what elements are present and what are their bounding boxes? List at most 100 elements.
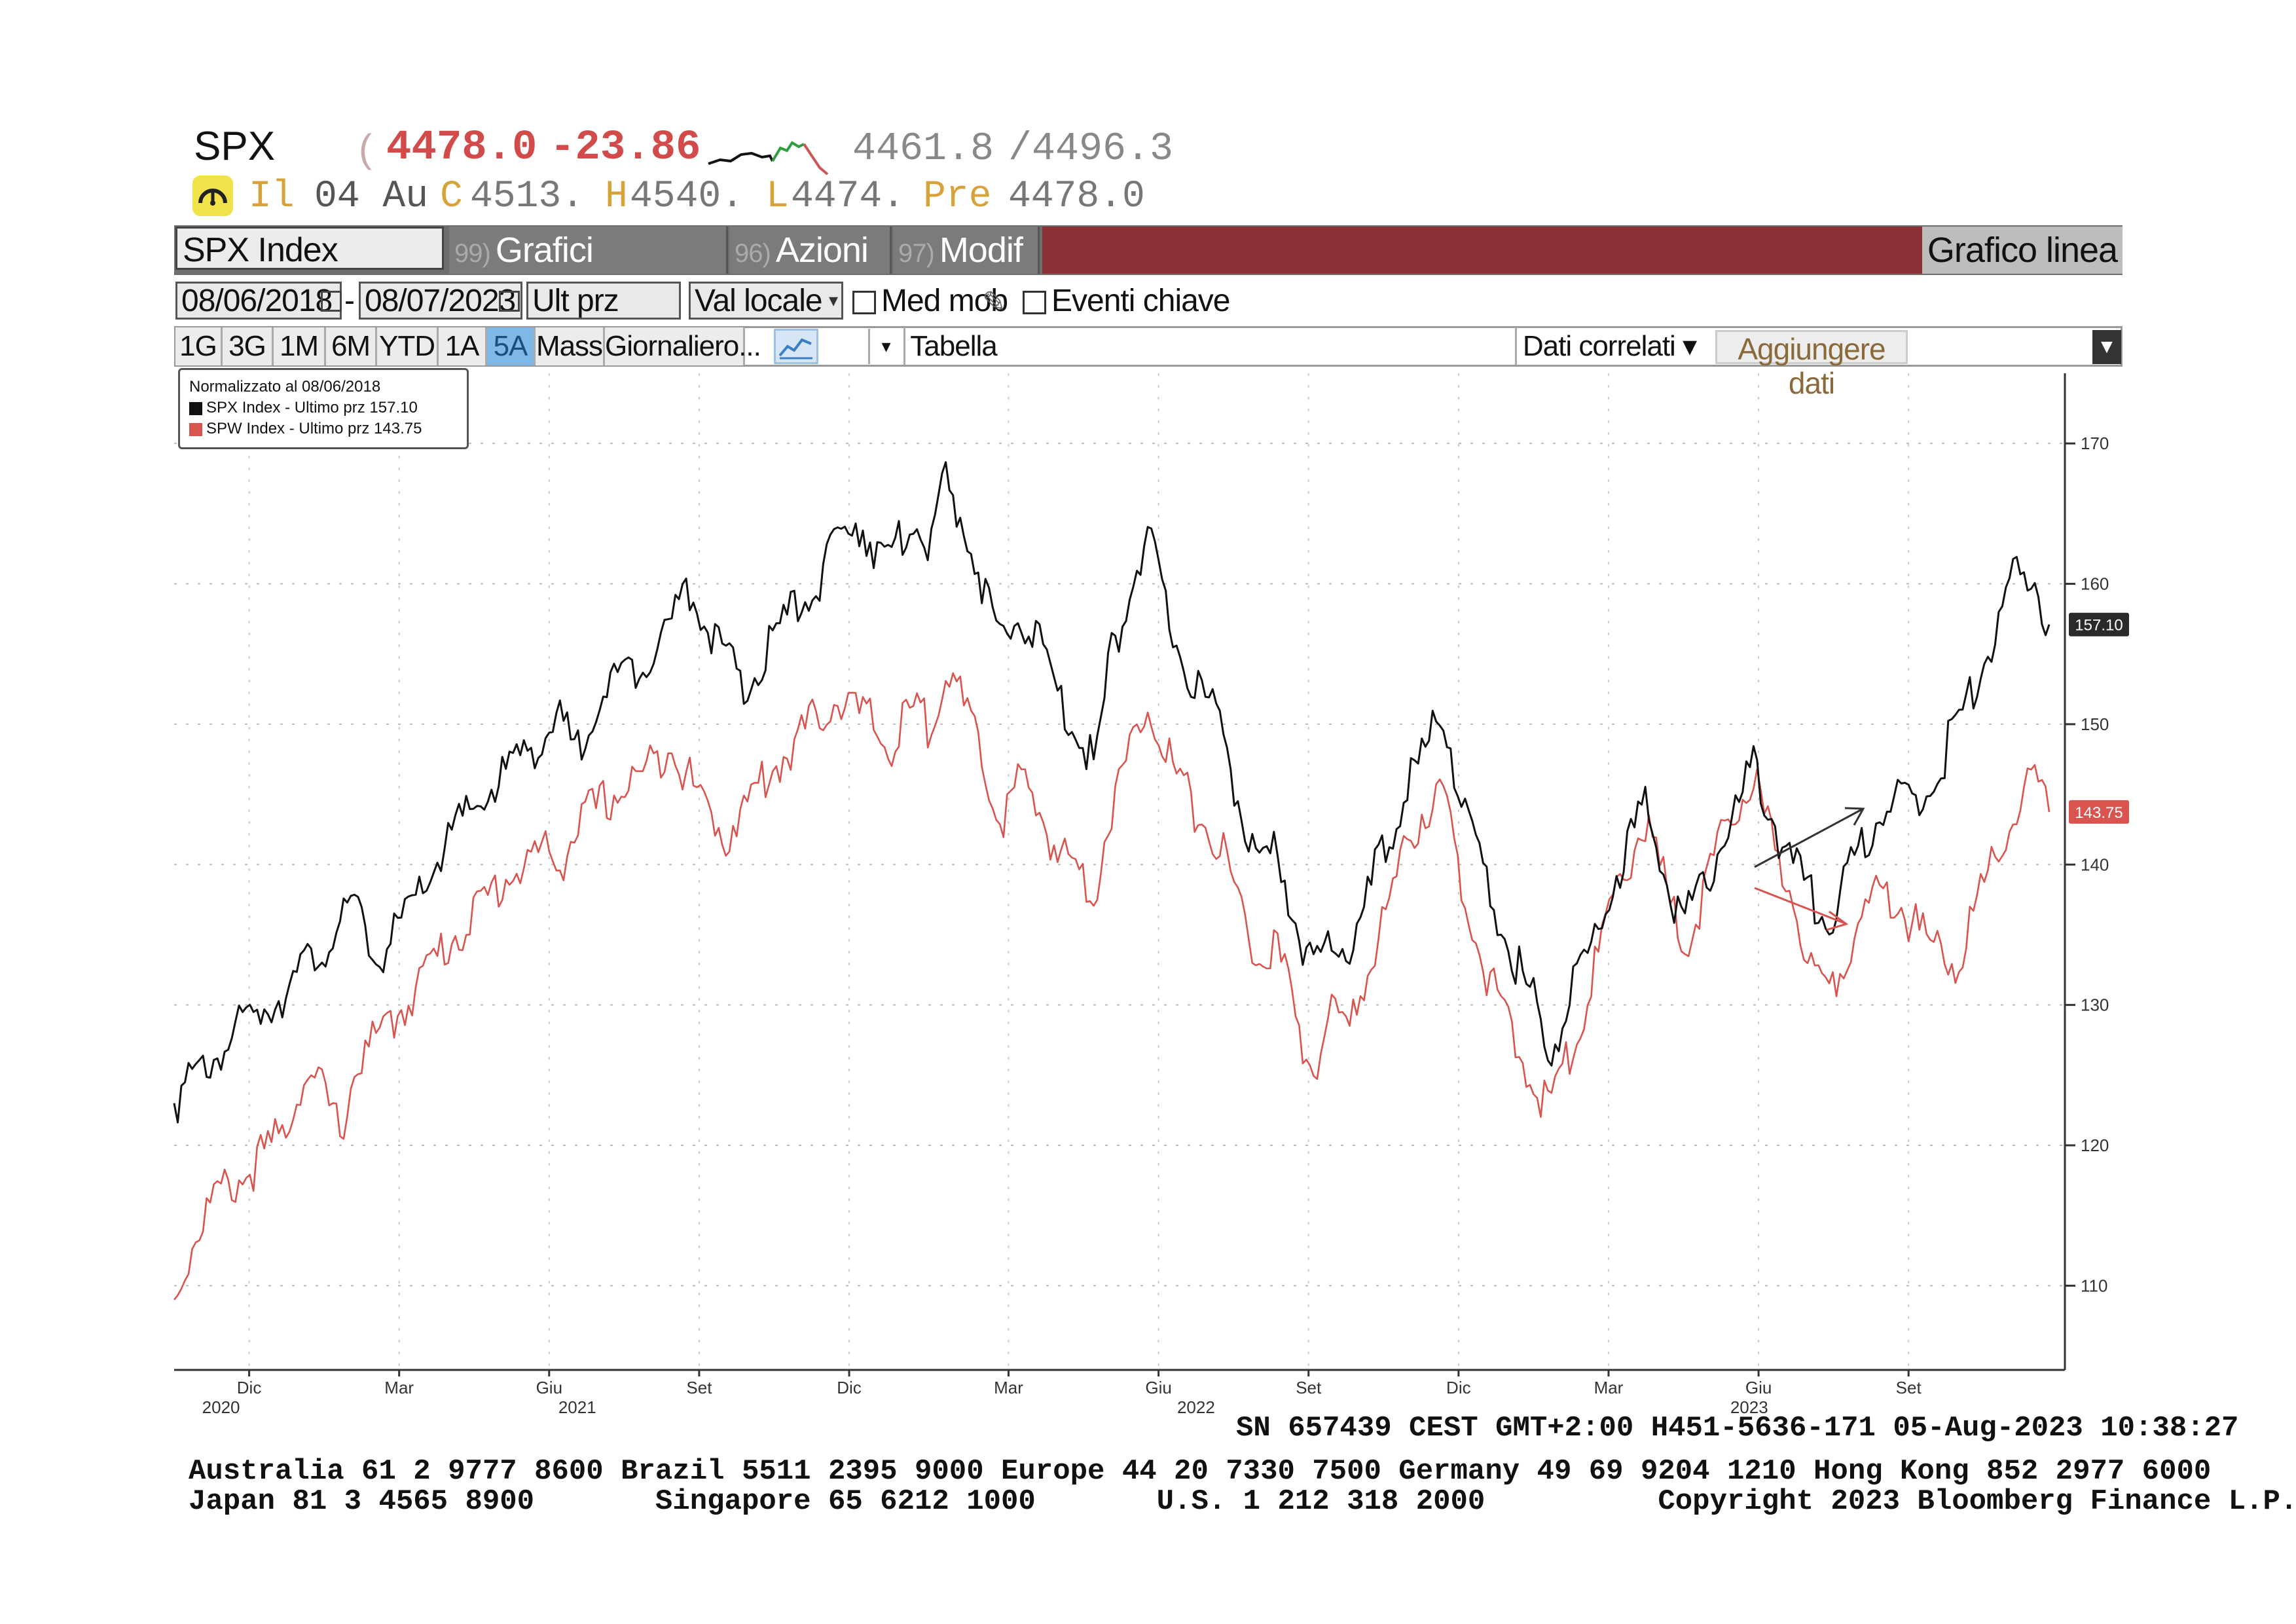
ticker-symbol: SPX [194,124,276,169]
currency-select[interactable]: Val locale [689,282,843,320]
menu-number: 97) [898,239,935,268]
range-button-6m[interactable]: 6M [326,327,377,365]
chevron-down-icon[interactable]: ▾ [868,329,902,364]
x-tick-label: Mar [384,1378,414,1397]
chart-legend[interactable]: Normalizzato al 08/06/2018 SPX Index - U… [178,368,469,449]
last-price: 4478.0 [386,124,538,172]
x-tick-label: Dic [237,1378,262,1397]
x-tick-label: Dic [1446,1378,1471,1397]
chart-style-icon[interactable] [774,329,818,364]
y-tick-label: 140 [2081,855,2109,874]
year-label: 2023 [1730,1397,1768,1417]
price-change: -23.86 [550,124,701,172]
annotation-arrow-up [1754,808,1863,868]
year-label: 2021 [558,1397,596,1417]
menu-label: Azioni [775,231,869,270]
pre-label: Pre [923,175,992,218]
contact-line-1: Australia 61 2 9777 8600 Brazil 5511 239… [189,1455,2212,1488]
ask-price: /4496.3 [1008,127,1174,172]
year-label: 2020 [202,1397,240,1417]
x-tick-label: Giu [536,1378,562,1397]
chart-type-button[interactable]: Grafico linea [1922,227,2123,274]
moving-average-checkbox[interactable] [852,291,876,314]
high-label: H [605,175,628,218]
moving-average-label: Med mob [881,284,1008,318]
x-tick-label: Set [1896,1378,1922,1397]
legend-item-spw: SPW Index - Ultimo prz 143.75 [189,418,458,439]
legend-title: Normalizzato al 08/06/2018 [189,378,381,396]
legend-swatch [189,401,202,415]
legend-label: SPX Index - Ultimo prz 157.10 [206,399,418,416]
legend-swatch [189,422,202,436]
price-field-select[interactable]: Ult prz [526,282,681,320]
range-button-1g[interactable]: 1G [175,327,223,365]
quote-date: 04 Au [314,175,429,218]
calendar-icon[interactable] [321,291,342,312]
menu-number: 96) [735,239,771,268]
modify-button[interactable]: 97) Modif ▾ [893,227,1040,317]
range-button-mass[interactable]: Mass [536,327,605,365]
contact-line-2: Japan 81 3 4565 8900 Singapore 65 6212 1… [189,1485,2296,1518]
range-button-ytd[interactable]: YTD [377,327,439,365]
last-value-label: 157.10 [2075,617,2123,635]
arrowhead [1844,807,1865,826]
pre-value: 4478.0 [1008,175,1145,218]
high-value: 4540. [630,175,744,218]
sparkline-icon [708,141,829,175]
year-label: 2022 [1177,1397,1215,1417]
options-icon[interactable]: ▼ [2092,330,2121,364]
key-events-label: Eventi chiave [1051,284,1230,318]
start-date-field[interactable]: 08/06/2018 [175,282,342,320]
legend-label: SPW Index - Ultimo prz 143.75 [206,420,422,437]
title-band [1042,227,1922,274]
security-input[interactable]: SPX Index [175,227,444,270]
chevron-down-icon[interactable]: ▾ [828,290,839,310]
status-label: Il [249,175,295,218]
last-value-tag [2069,612,2129,637]
bid-price: 4461.8 [852,127,994,172]
end-date-field[interactable]: 08/07/2023 [359,282,522,320]
series-line-spxindex [173,461,2050,1124]
range-button-1m[interactable]: 1M [274,327,326,365]
y-tick-label: 110 [2081,1276,2107,1295]
y-tick-label: 120 [2081,1135,2109,1155]
close-label: C [440,175,463,218]
x-tick-label: Giu [1145,1378,1171,1397]
arrowhead [1826,910,1849,931]
table-button[interactable]: Tabella [903,327,1002,365]
range-button-1a[interactable]: 1A [439,327,487,365]
session-info: SN 657439 CEST GMT+2:00 H451-5636-171 05… [1236,1412,2239,1445]
range-button-5a[interactable]: 5A [487,327,536,365]
last-value-tag [2069,800,2129,824]
menu-label: Modif [939,231,1023,270]
close-value: 4513. [470,175,585,218]
legend-item-spx: SPX Index - Ultimo prz 157.10 [189,397,458,418]
x-tick-label: Dic [837,1378,862,1397]
low-value: 4474. [791,175,905,218]
x-tick-label: Mar [1594,1378,1624,1397]
x-tick-label: Set [1296,1378,1322,1397]
annotation-arrow-down [1754,887,1846,925]
y-tick-label: 130 [2081,995,2109,1015]
range-button-giornaliero[interactable]: Giornaliero... [605,327,761,365]
range-button-3g[interactable]: 3G [223,327,274,365]
last-value-label: 143.75 [2075,804,2123,822]
key-events-checkbox[interactable] [1023,291,1046,314]
date-separator: - [344,284,355,318]
calendar-icon[interactable] [499,291,520,312]
quote-paren: ( [359,126,372,170]
menu-number: 99) [454,239,491,268]
add-data-button[interactable]: Aggiungere dati [1715,330,1908,400]
x-tick-label: Giu [1745,1378,1772,1397]
related-data-button[interactable]: Dati correlati ▾ [1515,327,1702,365]
y-tick-label: 160 [2081,574,2109,594]
pencil-icon[interactable]: ✎ [982,286,1006,318]
y-tick-label: 170 [2081,434,2109,453]
gauge-icon[interactable] [192,175,233,216]
x-tick-label: Mar [994,1378,1023,1397]
actions-button[interactable]: 96)Azioni ▾ [729,227,892,317]
x-tick-label: Set [686,1378,712,1397]
series-line-spwindex [173,672,2050,1301]
low-label: L [766,175,789,218]
